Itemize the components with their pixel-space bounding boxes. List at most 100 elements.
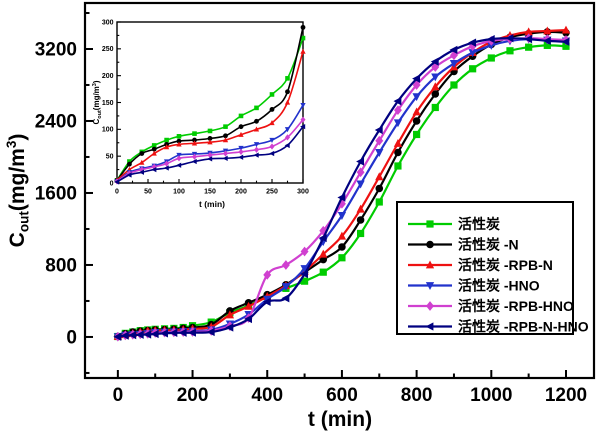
- triangle-up-marker: [269, 120, 275, 126]
- inset-x-tick-label: 150: [204, 189, 216, 196]
- legend-triangle-up-marker: [425, 260, 435, 269]
- square-marker: [543, 41, 551, 49]
- circle-marker: [300, 24, 306, 30]
- legend-label: 活性炭 -RPB-N-HNO: [458, 319, 589, 335]
- circle-marker: [338, 243, 346, 251]
- square-marker: [469, 65, 477, 73]
- triangle-left-marker: [151, 166, 157, 173]
- diamond-marker: [191, 153, 198, 160]
- circle-marker: [431, 90, 440, 98]
- triangle-down-marker: [300, 102, 306, 109]
- diamond-marker: [269, 143, 275, 150]
- square-marker: [319, 268, 327, 276]
- triangle-up-marker: [543, 26, 552, 35]
- inset-x-tick-label: 50: [144, 189, 152, 196]
- square-marker: [338, 254, 346, 262]
- triangle-up-marker: [176, 141, 182, 147]
- triangle-left-marker: [188, 328, 196, 337]
- diamond-marker: [207, 151, 213, 159]
- triangle-left-marker: [120, 331, 129, 340]
- triangle-left-marker: [281, 294, 290, 303]
- legend-label: 活性炭 -RPB-N: [458, 257, 553, 273]
- circle-marker: [126, 161, 132, 167]
- triangle-left-marker: [138, 169, 144, 175]
- main-x-tick-label: 800: [401, 385, 433, 406]
- circle-marker: [151, 146, 157, 152]
- square-marker: [450, 81, 458, 89]
- diamond-marker: [238, 148, 244, 155]
- circle-marker: [139, 151, 145, 156]
- triangle-up-marker: [151, 150, 157, 156]
- triangle-left-marker: [244, 314, 252, 324]
- legend-entry-ac: 活性炭: [408, 216, 500, 232]
- main-ticks: [85, 11, 567, 378]
- triangle-left-marker: [300, 269, 309, 279]
- legend-entry-ac-rpb-n: 活性炭 -RPB-N: [408, 257, 553, 273]
- diamond-marker: [176, 155, 182, 162]
- triangle-left-marker: [135, 330, 144, 339]
- triangle-left-marker: [356, 157, 365, 166]
- circle-marker: [254, 118, 259, 124]
- circle-marker: [207, 136, 213, 141]
- series-ac-rpb-n-markers: [114, 48, 306, 183]
- triangle-left-marker: [206, 327, 215, 337]
- triangle-down-marker: [393, 119, 403, 128]
- triangle-up-marker: [244, 301, 253, 310]
- triangle-left-marker: [143, 330, 152, 339]
- diamond-marker: [222, 150, 229, 157]
- inset-y-tick-label: 250: [102, 46, 114, 53]
- square-marker: [238, 113, 244, 119]
- inset-y-axis-title: Cout(mg/m3): [92, 80, 103, 124]
- triangle-left-marker: [412, 74, 421, 83]
- triangle-left-marker: [113, 332, 122, 341]
- series-ac-n-markers: [114, 24, 306, 183]
- triangle-left-marker: [486, 34, 495, 44]
- triangle-down-marker: [487, 41, 496, 50]
- triangle-up-marker: [207, 139, 213, 145]
- triangle-left-marker: [374, 125, 383, 135]
- triangle-up-marker: [431, 82, 440, 91]
- diamond-marker: [393, 105, 402, 116]
- diamond-marker: [300, 116, 306, 123]
- triangle-left-marker: [269, 150, 275, 157]
- triangle-up-marker: [300, 48, 306, 54]
- legend-circle-marker: [426, 240, 434, 249]
- circle-marker: [269, 107, 275, 112]
- triangle-left-marker: [126, 172, 132, 178]
- triangle-left-marker: [238, 154, 244, 160]
- main-y-tick-label: 0: [66, 327, 77, 348]
- triangle-left-marker: [561, 37, 570, 46]
- circle-marker: [375, 184, 384, 193]
- diamond-marker: [375, 135, 384, 146]
- triangle-down-marker: [449, 59, 459, 68]
- triangle-up-marker: [375, 172, 384, 181]
- triangle-left-marker: [253, 152, 259, 158]
- triangle-up-marker: [561, 25, 571, 34]
- square-marker: [269, 92, 275, 97]
- square-marker: [164, 137, 169, 143]
- diamond-marker: [284, 134, 291, 141]
- triangle-left-marker: [160, 329, 168, 338]
- triangle-left-marker: [318, 233, 327, 243]
- inset-x-tick-label: 0: [115, 189, 119, 196]
- triangle-down-marker: [412, 93, 421, 102]
- diamond-marker: [356, 167, 365, 178]
- triangle-down-marker: [281, 283, 291, 292]
- inset-plot: 0 50 100 150 200 250 300 0 50 100 150 200 250 300 Cout…: [92, 19, 309, 195]
- inset-y-tick-label: 100: [102, 127, 114, 134]
- square-marker: [176, 134, 182, 139]
- triangle-down-marker: [238, 145, 244, 151]
- triangle-up-marker: [284, 99, 291, 105]
- triangle-up-marker: [253, 126, 260, 132]
- main-x-axis-title: t (min): [308, 408, 372, 431]
- square-marker: [562, 42, 570, 50]
- triangle-down-marker: [337, 212, 347, 220]
- square-marker: [285, 76, 290, 81]
- main-x-tick-label: 1200: [545, 385, 587, 406]
- main-y-tick-label: 1600: [35, 183, 77, 204]
- triangle-down-marker: [356, 180, 365, 189]
- legend-triangle-left-marker: [425, 322, 434, 331]
